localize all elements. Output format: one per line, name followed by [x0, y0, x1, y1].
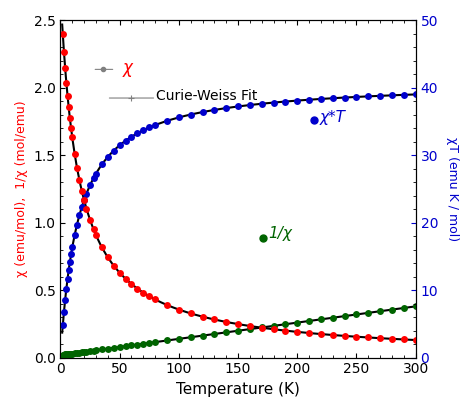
Text: 1/χ: 1/χ: [268, 226, 292, 241]
Y-axis label: χT (emu K / mol): χT (emu K / mol): [446, 137, 459, 241]
Y-axis label: χ (emu/mol),  1/χ (mol/emu): χ (emu/mol), 1/χ (mol/emu): [15, 101, 28, 277]
Text: Curie-Weiss Fit: Curie-Weiss Fit: [156, 89, 258, 103]
Text: χ: χ: [123, 59, 132, 77]
X-axis label: Temperature (K): Temperature (K): [176, 382, 300, 397]
Text: χ*T: χ*T: [320, 110, 346, 124]
